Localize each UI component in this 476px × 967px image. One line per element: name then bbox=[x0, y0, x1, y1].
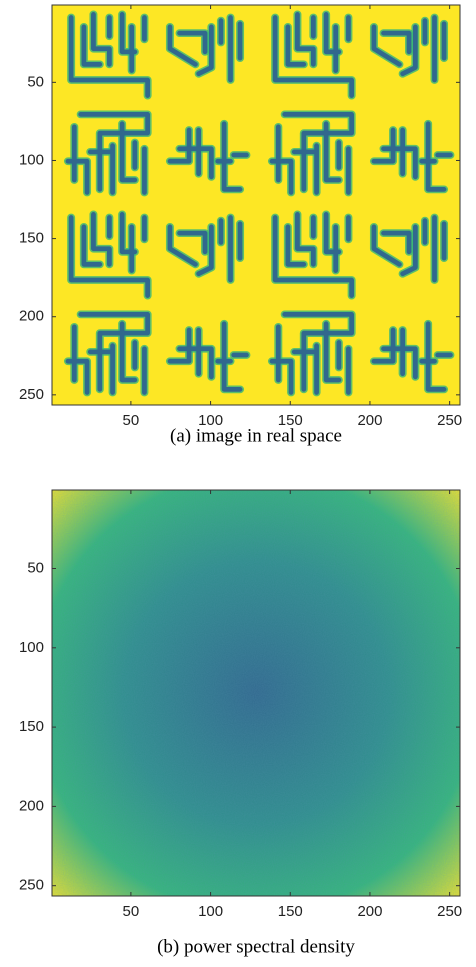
caption: (b) power spectral density bbox=[157, 936, 355, 957]
trace bbox=[68, 15, 151, 98]
trace bbox=[381, 346, 418, 380]
trace bbox=[285, 224, 307, 267]
trace bbox=[196, 24, 214, 77]
trace bbox=[371, 24, 402, 67]
y-tick-label: 150 bbox=[19, 718, 44, 735]
x-tick-label: 50 bbox=[123, 412, 140, 429]
trace bbox=[425, 321, 447, 392]
trace bbox=[119, 121, 138, 183]
y-tick-label: 100 bbox=[19, 151, 44, 168]
axes-box bbox=[51, 489, 461, 897]
y-tick-label: 100 bbox=[19, 639, 44, 656]
trace bbox=[177, 346, 214, 380]
y-tick-label: 200 bbox=[19, 308, 44, 325]
trace bbox=[272, 215, 355, 298]
image-plot bbox=[52, 5, 460, 405]
trace bbox=[323, 321, 342, 383]
x-tick-label: 150 bbox=[278, 903, 303, 920]
trace bbox=[81, 224, 103, 267]
y-tick-label: 50 bbox=[27, 73, 44, 90]
trace bbox=[167, 224, 198, 267]
trace bbox=[167, 327, 192, 364]
y-tick-label: 250 bbox=[19, 386, 44, 403]
trace bbox=[371, 224, 402, 267]
y-tick-label: 200 bbox=[19, 797, 44, 814]
x-tick-label: 50 bbox=[123, 903, 140, 920]
x-tick-label: 100 bbox=[198, 412, 223, 429]
pattern-tile bbox=[63, 210, 251, 397]
x-tick-label: 200 bbox=[357, 903, 382, 920]
x-tick-label: 100 bbox=[198, 903, 223, 920]
trace bbox=[381, 146, 418, 180]
y-tick-label: 50 bbox=[27, 559, 44, 576]
y-tick-label: 150 bbox=[19, 230, 44, 247]
axes-box bbox=[51, 4, 461, 406]
trace bbox=[323, 121, 342, 183]
trace bbox=[285, 24, 307, 67]
trace bbox=[68, 215, 151, 298]
trace bbox=[371, 327, 396, 364]
x-tick-label: 250 bbox=[437, 903, 462, 920]
x-tick-label: 150 bbox=[278, 412, 303, 429]
pattern-tile bbox=[63, 10, 251, 197]
trace bbox=[381, 230, 412, 255]
spectrum-noise bbox=[52, 490, 460, 896]
trace bbox=[371, 127, 396, 164]
trace bbox=[381, 30, 412, 55]
trace bbox=[221, 121, 243, 192]
trace bbox=[295, 212, 316, 267]
x-tick-label: 200 bbox=[357, 412, 382, 429]
trace bbox=[177, 230, 208, 255]
trace bbox=[81, 24, 103, 67]
caption: (a) image in real space bbox=[170, 425, 342, 446]
x-tick-label: 250 bbox=[437, 412, 462, 429]
trace bbox=[272, 15, 355, 98]
trace bbox=[425, 121, 447, 192]
image-plot bbox=[52, 490, 460, 896]
trace bbox=[400, 224, 418, 277]
pattern-tile bbox=[267, 10, 455, 197]
trace bbox=[177, 146, 214, 180]
y-tick-label: 250 bbox=[19, 877, 44, 894]
trace bbox=[221, 321, 243, 392]
trace bbox=[400, 24, 418, 77]
trace bbox=[91, 212, 112, 267]
trace bbox=[119, 321, 138, 383]
trace bbox=[295, 12, 316, 67]
trace bbox=[167, 24, 198, 67]
pattern-tile bbox=[267, 210, 455, 397]
trace bbox=[91, 12, 112, 67]
trace bbox=[167, 127, 192, 164]
trace bbox=[177, 30, 208, 55]
trace bbox=[196, 224, 214, 277]
